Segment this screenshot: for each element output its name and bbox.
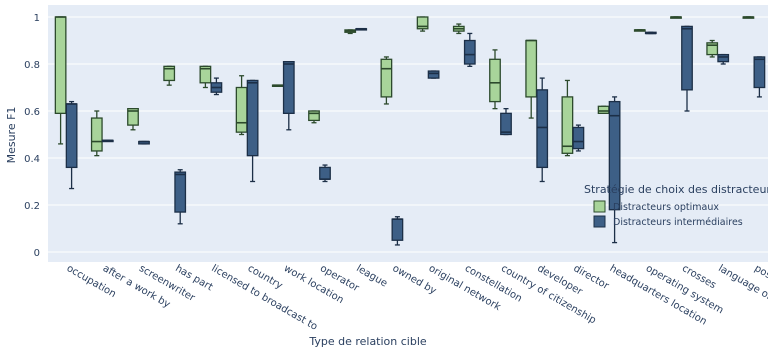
box-iqr (319, 166, 331, 180)
box-intermediate-1 (101, 139, 114, 143)
box-optimal-18 (706, 39, 719, 58)
box-optimal-10 (416, 16, 429, 32)
box-iqr (235, 86, 248, 133)
box-intermediate-18 (717, 53, 730, 65)
box-iqr (608, 100, 621, 211)
box-optimal-15 (597, 105, 610, 115)
box-intermediate-0 (65, 100, 78, 190)
box-iqr (246, 79, 259, 157)
box-intermediate-17 (681, 25, 693, 112)
y-tick-label: 0.2 (24, 201, 40, 212)
box-iqr (391, 218, 404, 241)
box-iqr (489, 58, 501, 103)
box-intermediate-5 (246, 79, 259, 183)
box-iqr (561, 96, 574, 154)
box-iqr (199, 65, 212, 84)
y-tick-label: 0.8 (24, 60, 40, 71)
box-intermediate-11 (463, 32, 476, 67)
box-iqr (536, 89, 549, 169)
box-optimal-8 (344, 29, 357, 35)
x-axis-title: Type de relation cible (308, 335, 427, 348)
box-iqr (597, 105, 610, 115)
box-optimal-17 (670, 16, 682, 19)
box-iqr (463, 39, 476, 65)
box-optimal-2 (127, 108, 139, 131)
legend-swatch-optimal (593, 200, 606, 213)
box-iqr (706, 42, 719, 56)
box-iqr (380, 58, 393, 98)
box-iqr (416, 16, 429, 30)
y-tick-label: 0.6 (24, 107, 40, 118)
box-iqr (572, 126, 585, 150)
box-optimal-19 (742, 16, 755, 19)
box-optimal-9 (380, 56, 393, 105)
box-optimal-13 (525, 39, 538, 119)
box-intermediate-14 (572, 124, 585, 152)
box-optimal-1 (90, 110, 103, 157)
box-iqr (500, 112, 512, 136)
box-optimal-4 (199, 65, 212, 89)
box-optimal-7 (308, 110, 320, 124)
box-iqr (174, 171, 187, 213)
y-tick-labels: 0 0.2 0.4 0.6 0.8 1 (24, 13, 40, 259)
box-intermediate-19 (753, 56, 766, 98)
legend: Stratégie de choix des distracteur Distr… (584, 183, 768, 228)
box-iqr (717, 53, 730, 63)
box-optimal-3 (163, 65, 176, 86)
box-optimal-11 (452, 23, 465, 35)
box-iqr (163, 65, 176, 82)
box-intermediate-15 (608, 96, 621, 244)
y-tick-label: 0.4 (24, 154, 40, 165)
grid-lines (48, 16, 768, 253)
plot-area (48, 5, 768, 262)
box-optimal-14 (561, 79, 574, 157)
box-iqr (127, 108, 139, 126)
box-intermediate-13 (536, 77, 549, 183)
box-optimal-16 (633, 29, 646, 32)
y-tick-label: 0 (34, 248, 40, 259)
box-intermediate-6 (282, 61, 295, 131)
box-intermediate-12 (500, 108, 512, 136)
box-iqr (282, 61, 295, 115)
box-iqr (427, 70, 440, 79)
box-iqr (65, 103, 78, 169)
box-iqr (90, 117, 103, 152)
box-intermediate-4 (210, 77, 223, 96)
box-iqr (681, 25, 693, 91)
box-intermediate-7 (319, 164, 331, 183)
y-axis-title: Mesure F1 (5, 107, 18, 164)
legend-item-optimal: Distracteurs optimaux (613, 202, 719, 213)
box-iqr (308, 110, 320, 122)
box-optimal-12 (489, 49, 501, 110)
box-optimal-0 (54, 16, 67, 145)
legend-title: Stratégie de choix des distracteur (584, 183, 768, 196)
box-intermediate-2 (138, 140, 150, 145)
box-intermediate-10 (427, 70, 440, 79)
y-tick-label: 1 (34, 13, 40, 24)
legend-swatch-intermediate (593, 215, 606, 228)
legend-item-intermediate: Distracteurs intermédiaires (613, 217, 743, 228)
boxes (54, 16, 766, 246)
box-intermediate-9 (391, 216, 404, 246)
box-optimal-6 (271, 84, 284, 88)
box-iqr (54, 16, 67, 114)
box-intermediate-16 (644, 31, 657, 35)
box-intermediate-8 (355, 27, 368, 31)
box-iqr (525, 39, 538, 98)
box-iqr (753, 56, 766, 89)
box-intermediate-3 (174, 169, 187, 225)
